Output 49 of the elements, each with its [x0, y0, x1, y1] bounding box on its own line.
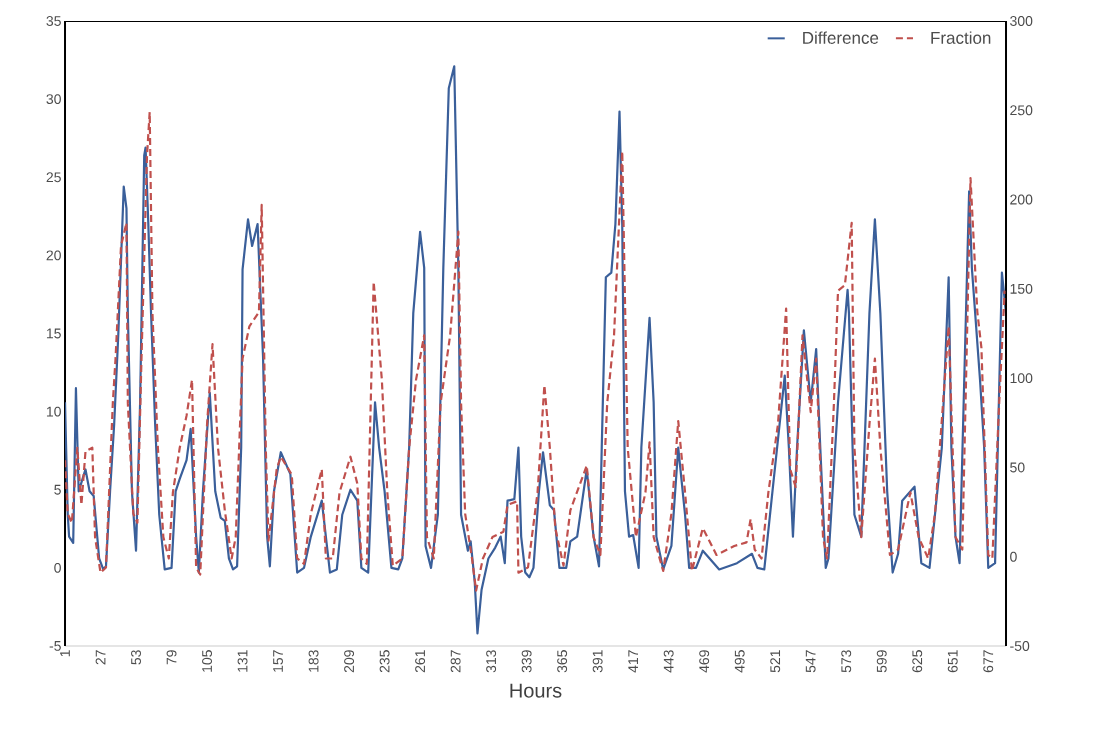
y2-tick-label: 250 [1010, 105, 1033, 116]
x-tick-label: 79 [166, 650, 177, 665]
y2-tick-label: -50 [1010, 641, 1030, 651]
x-tick-label: 391 [592, 650, 603, 673]
y-tick-label: 20 [46, 250, 61, 261]
x-tick-label: 443 [663, 650, 674, 673]
x-tick-label: 105 [202, 650, 213, 672]
x-tick-label: 235 [379, 650, 390, 673]
x-tick-label: 339 [521, 650, 532, 673]
y2-tick-label: 50 [1010, 462, 1025, 473]
x-tick-label: 625 [912, 650, 923, 673]
y-tick-label: 35 [46, 16, 61, 26]
x-tick-label: 287 [450, 650, 461, 673]
y2-tick-label: 150 [1010, 283, 1033, 294]
y2-tick-label: 0 [1010, 551, 1017, 562]
x-tick-label: 573 [841, 650, 852, 673]
x-tick-label: 547 [805, 650, 816, 673]
line-series [65, 110, 1006, 592]
y-tick-label: 15 [46, 328, 61, 339]
x-tick-label: 495 [734, 650, 745, 673]
x-tick-label: 469 [699, 650, 710, 673]
x-tick-label: 651 [947, 650, 958, 673]
x-tick-label: 183 [308, 650, 319, 672]
y2-tick-label: 300 [1010, 16, 1033, 26]
x-tick-label: 209 [344, 650, 355, 673]
x-tick-label: 521 [770, 650, 781, 673]
legend-label: Difference [803, 31, 879, 44]
y-tick-label: 5 [54, 484, 61, 495]
x-tick-label: 261 [415, 650, 426, 673]
x-tick-label: 27 [95, 650, 106, 665]
x-tick-label: 677 [983, 650, 994, 673]
x-tick-label: 313 [486, 650, 497, 673]
legend-label: Fraction [931, 31, 991, 44]
y-tick-label: 30 [46, 94, 61, 105]
x-axis-title: Hours [510, 683, 562, 698]
line-series [65, 65, 1007, 635]
y2-tick-label: 100 [1010, 373, 1033, 384]
x-tick-label: 53 [131, 650, 141, 665]
x-tick-label: 1 [60, 650, 70, 657]
y2-tick-label: 200 [1010, 194, 1033, 205]
y-tick-label: -5 [49, 641, 61, 651]
y-tick-label: 25 [46, 172, 61, 183]
x-tick-label: 157 [273, 650, 283, 672]
x-tick-label: 131 [237, 650, 248, 672]
y-tick-label: 10 [46, 406, 61, 417]
x-tick-label: 599 [876, 650, 887, 673]
x-tick-label: 417 [628, 650, 638, 673]
y-tick-label: 0 [54, 562, 61, 573]
x-tick-label: 365 [557, 650, 568, 673]
